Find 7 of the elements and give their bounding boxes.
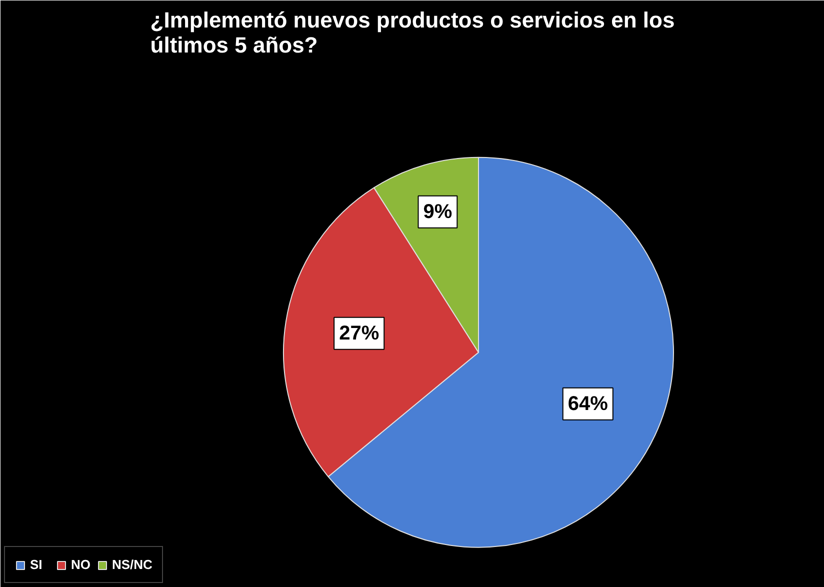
legend-label: NO bbox=[71, 557, 91, 572]
chart-title: ¿Implementó nuevos productos o servicios en los últimos 5 años? bbox=[150, 8, 675, 58]
legend-label: SI bbox=[30, 557, 44, 572]
data-label: 27% bbox=[339, 322, 380, 344]
data-label: 9% bbox=[423, 200, 452, 223]
legend-label: NS/NC bbox=[112, 557, 152, 572]
data-label: 64% bbox=[568, 392, 608, 415]
